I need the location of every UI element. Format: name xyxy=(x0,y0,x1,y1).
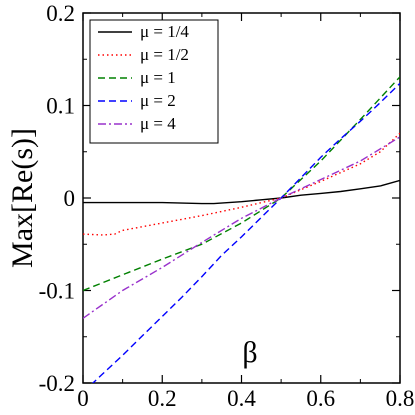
series-lines xyxy=(83,76,400,383)
y-tick-label: 0.2 xyxy=(46,1,75,26)
legend-entry: μ = 4 xyxy=(140,114,176,133)
legend-entry: μ = 1/4 xyxy=(140,22,189,41)
x-tick-label: 0 xyxy=(77,386,89,411)
series-line xyxy=(83,132,400,236)
x-tick-label: 0.4 xyxy=(227,386,256,411)
x-tick-label: 0.2 xyxy=(148,386,177,411)
x-axis-label: β xyxy=(242,336,257,369)
x-tick-label: 0.8 xyxy=(386,386,415,411)
legend-box xyxy=(89,19,219,144)
tick-labels: 0 0.2 0.4 0.6 0.8 -0.2 -0.1 0 0.1 0.2 xyxy=(39,1,415,411)
plot-area xyxy=(82,12,401,384)
series-line xyxy=(83,179,400,205)
series-line xyxy=(83,136,400,319)
y-tick-label: 0 xyxy=(64,186,76,211)
legend-entry: μ = 2 xyxy=(140,91,176,110)
y-tick-label: 0.1 xyxy=(46,94,75,119)
legend-entry: μ = 1/2 xyxy=(140,45,189,64)
axis-ticks xyxy=(82,12,401,384)
legend-entry: μ = 1 xyxy=(140,68,176,87)
y-tick-label: -0.2 xyxy=(39,371,75,396)
legend: μ = 1/4 μ = 1/2 μ = 1 μ = 2 μ = 4 xyxy=(89,19,219,144)
y-tick-label: -0.1 xyxy=(39,279,75,304)
x-tick-label: 0.6 xyxy=(306,386,335,411)
series-line xyxy=(83,76,400,292)
series-line xyxy=(91,82,400,383)
y-axis-label: Max[Re(s)] xyxy=(6,128,39,268)
